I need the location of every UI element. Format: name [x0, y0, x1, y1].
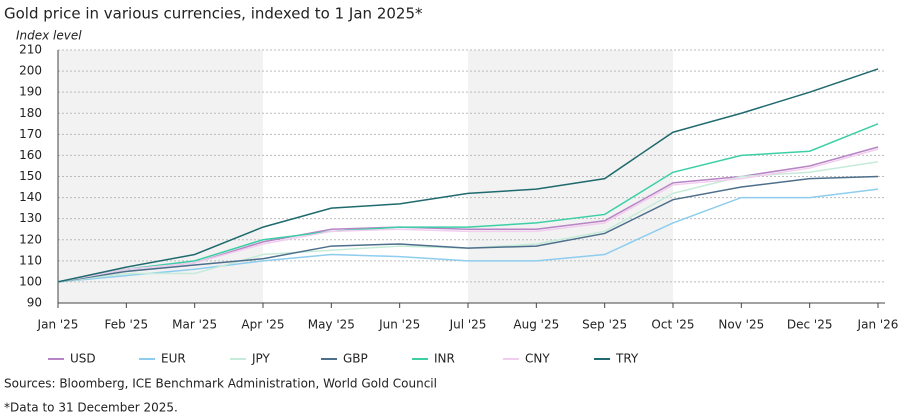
- legend-label: USD: [70, 352, 96, 366]
- legend-label: EUR: [161, 352, 186, 366]
- series-line: [57, 175, 879, 283]
- series-line: [57, 148, 879, 283]
- footnote: *Data to 31 December 2025.: [4, 401, 178, 415]
- x-tick-label: Apr '25: [241, 318, 284, 332]
- x-tick-label: Mar '25: [172, 318, 217, 332]
- x-tick-label: Jan '25: [37, 318, 79, 332]
- y-tick-label: 90: [27, 296, 42, 310]
- series-line: [57, 123, 879, 283]
- y-tick-label: 190: [19, 85, 42, 99]
- legend-label: TRY: [615, 352, 639, 366]
- x-tick-label: Oct '25: [651, 318, 694, 332]
- y-tick-label: 200: [19, 64, 42, 78]
- y-tick-label: 210: [19, 43, 42, 57]
- chart-title: Gold price in various currencies, indexe…: [4, 5, 423, 23]
- y-tick-label: 130: [19, 211, 42, 225]
- y-tick-label: 100: [19, 274, 42, 288]
- x-tick-label: Jun '25: [378, 318, 420, 332]
- y-tick-label: 150: [19, 169, 42, 183]
- x-tick-label: May '25: [308, 318, 355, 332]
- x-tick-label: Sep '25: [582, 318, 627, 332]
- x-tick-label: Jul '25: [449, 318, 487, 332]
- x-tick-label: Jan '26: [857, 318, 898, 332]
- x-tick-label: Aug '25: [513, 318, 559, 332]
- series-line: [57, 188, 879, 283]
- y-tick-label: 120: [19, 232, 42, 246]
- legend-label: GBP: [343, 352, 368, 366]
- source: Sources: Bloomberg, ICE Benchmark Admini…: [4, 377, 437, 391]
- y-tick-label: 170: [19, 127, 42, 141]
- y-tick-label: 140: [19, 190, 42, 204]
- x-tick-label: Feb '25: [105, 318, 149, 332]
- legend-label: INR: [434, 352, 455, 366]
- y-tick-label: 180: [19, 106, 42, 120]
- legend-label: CNY: [525, 352, 550, 366]
- x-tick-label: Nov '25: [718, 318, 764, 332]
- y-tick-label: 110: [19, 253, 42, 267]
- series-line: [57, 68, 879, 283]
- y-axis-label: Index level: [16, 29, 82, 43]
- x-tick-label: Dec '25: [787, 318, 833, 332]
- y-tick-label: 160: [19, 148, 42, 162]
- legend-label: JPY: [251, 352, 271, 366]
